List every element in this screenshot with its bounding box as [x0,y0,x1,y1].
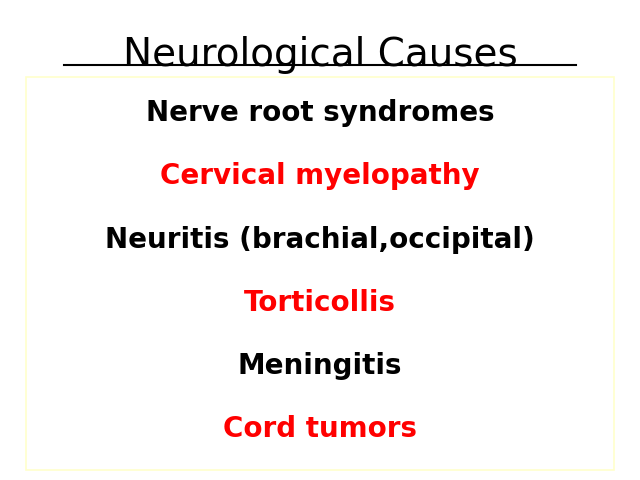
Text: Neuritis (brachial,occipital): Neuritis (brachial,occipital) [105,226,535,253]
Text: Cord tumors: Cord tumors [223,415,417,443]
Text: Neurological Causes: Neurological Causes [123,36,517,74]
Text: Meningitis: Meningitis [237,352,403,380]
FancyBboxPatch shape [26,77,614,470]
Text: Nerve root syndromes: Nerve root syndromes [146,99,494,127]
Text: Cervical myelopathy: Cervical myelopathy [160,162,480,191]
Text: Torticollis: Torticollis [244,289,396,317]
